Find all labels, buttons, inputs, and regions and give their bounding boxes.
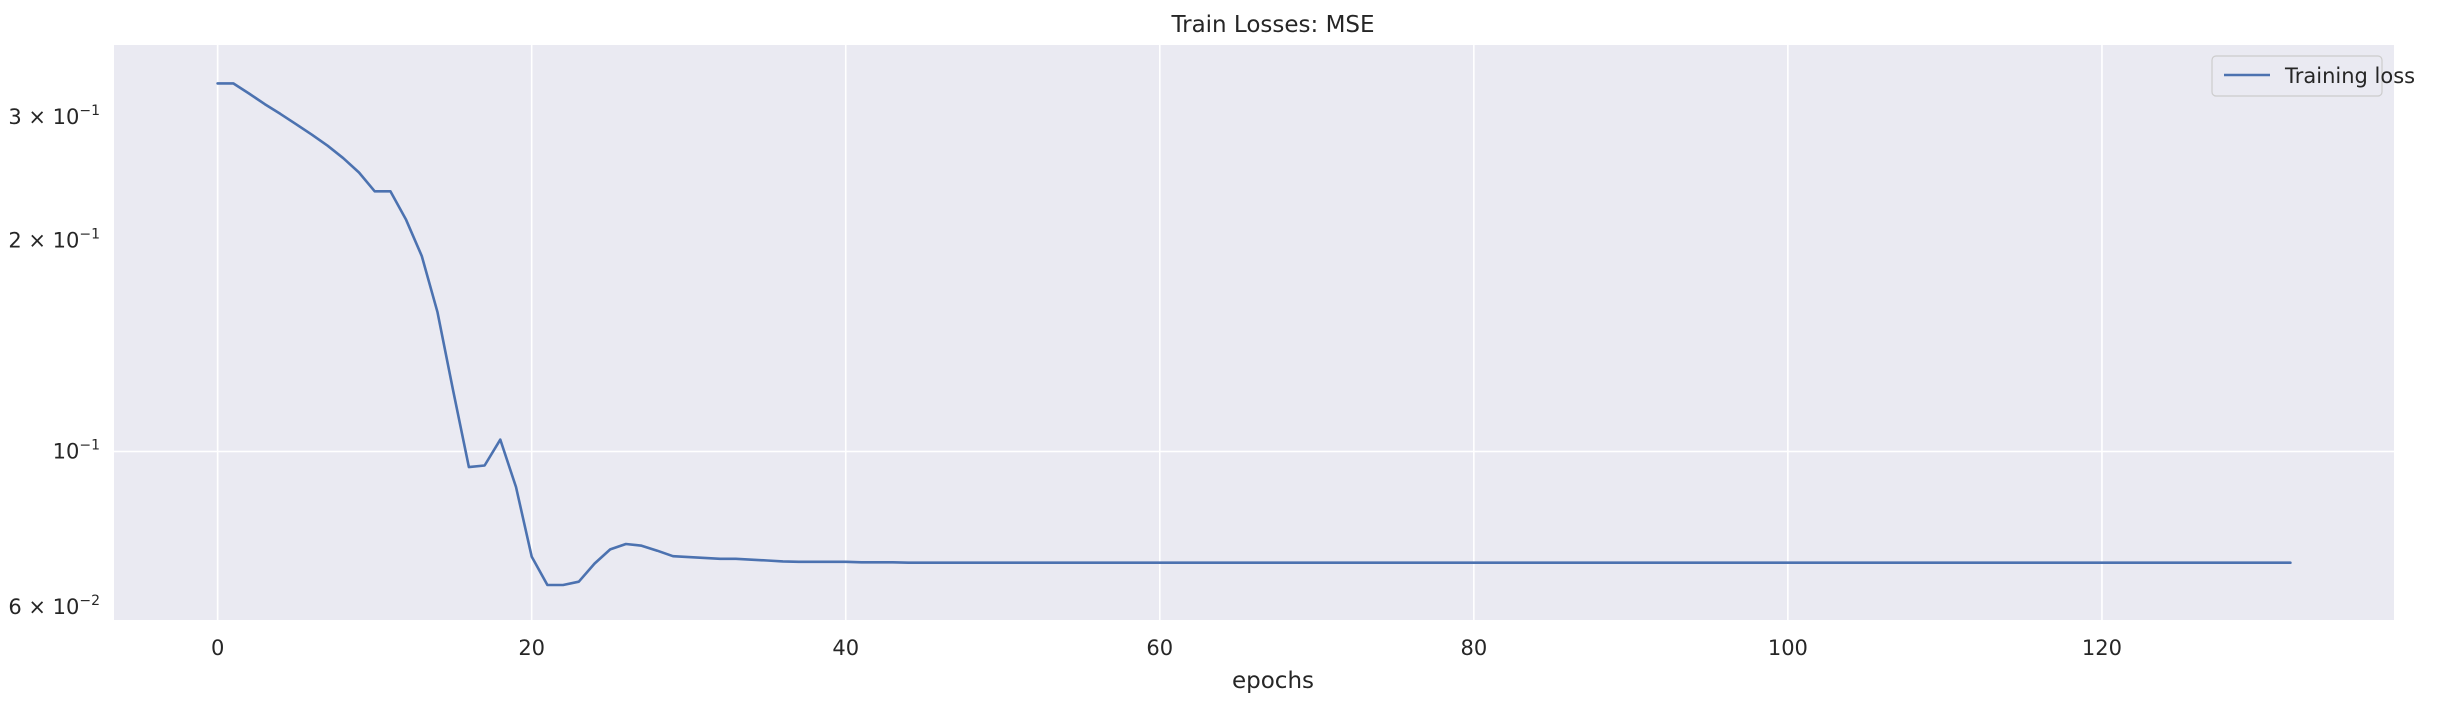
y-tick-label: 3 × 10−1 [8, 103, 100, 129]
plot-background [114, 45, 2394, 620]
x-tick-label: 80 [1460, 636, 1487, 660]
x-tick-label: 20 [518, 636, 545, 660]
grid-lines [114, 45, 2394, 620]
y-tick-labels: 6 × 10−2 10−1 2 × 10−1 3 × 10−1 [8, 103, 100, 619]
x-tick-label: 120 [2082, 636, 2122, 660]
x-axis-label: epochs [1232, 668, 1314, 694]
y-tick-label: 6 × 10−2 [8, 593, 100, 619]
legend: Training loss [2211, 55, 2415, 97]
x-tick-label: 40 [832, 636, 859, 660]
y-tick-label: 10−1 [53, 437, 100, 463]
x-tick-label: 0 [211, 636, 224, 660]
legend-box [2211, 55, 2383, 97]
legend-label-training-loss: Training loss [2284, 64, 2415, 88]
chart-title: Train Losses: MSE [1170, 12, 1374, 38]
x-tick-labels: 0 20 40 60 80 100 120 [211, 636, 2122, 660]
x-tick-label: 60 [1146, 636, 1173, 660]
series-line-training-loss [216, 82, 2292, 587]
x-tick-label: 100 [1768, 636, 1808, 660]
y-tick-label: 2 × 10−1 [8, 226, 100, 252]
